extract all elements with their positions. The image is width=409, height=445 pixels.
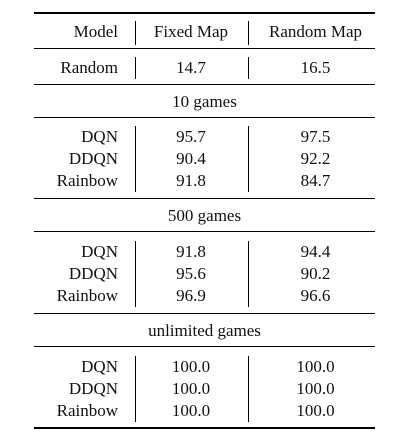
fixed-map-value: 100.0 xyxy=(171,401,211,420)
column-separator-2 xyxy=(248,126,249,192)
header-fixed-map: Fixed Map xyxy=(153,22,229,41)
header-random-map: Random Map xyxy=(268,22,363,41)
header-row: Model Fixed Map Random Map xyxy=(34,21,375,43)
model-name: DQN xyxy=(81,242,118,261)
random-map-value: 84.7 xyxy=(300,171,331,190)
random-map-value: 96.6 xyxy=(300,286,331,305)
section-title: 10 games xyxy=(172,92,237,111)
fixed-map-value: 95.7 xyxy=(176,127,206,146)
baseline-random: 16.5 xyxy=(300,58,331,77)
table-row: Rainbow 91.8 84.7 xyxy=(34,170,375,192)
fixed-map-value: 95.6 xyxy=(176,264,206,283)
fixed-map-value: 91.8 xyxy=(176,171,206,190)
top-rule xyxy=(34,12,375,14)
model-name: DQN xyxy=(81,357,118,376)
table-row: DQN 100.0 100.0 xyxy=(34,356,375,378)
section-rule xyxy=(34,346,375,347)
fixed-map-value: 90.4 xyxy=(176,149,206,168)
random-map-value: 100.0 xyxy=(296,379,335,398)
model-name: Rainbow xyxy=(56,286,118,305)
random-map-value: 90.2 xyxy=(300,264,331,283)
section-title: 500 games xyxy=(167,206,242,225)
table-row: DDQN 100.0 100.0 xyxy=(34,378,375,400)
table-row: Rainbow 100.0 100.0 xyxy=(34,400,375,422)
column-separator-2 xyxy=(248,356,249,422)
model-name: Rainbow xyxy=(56,171,118,190)
fixed-map-value: 96.9 xyxy=(176,286,206,305)
baseline-row: Random 14.7 16.5 xyxy=(34,57,375,79)
random-map-value: 92.2 xyxy=(300,149,331,168)
rule-before-section-1 xyxy=(34,84,375,85)
table-row: DQN 91.8 94.4 xyxy=(34,241,375,263)
baseline-fixed: 14.7 xyxy=(176,58,206,77)
header-separator-1 xyxy=(135,21,136,45)
baseline-model: Random xyxy=(60,58,118,77)
header-model: Model xyxy=(73,22,118,41)
column-separator-1 xyxy=(135,241,136,307)
baseline-separator-1 xyxy=(135,57,136,79)
random-map-value: 94.4 xyxy=(300,242,331,261)
column-separator-1 xyxy=(135,126,136,192)
fixed-map-value: 100.0 xyxy=(171,357,211,376)
column-separator-1 xyxy=(135,356,136,422)
random-map-value: 100.0 xyxy=(296,401,335,420)
section-rule xyxy=(34,117,375,118)
model-name: DQN xyxy=(81,127,118,146)
fixed-map-value: 100.0 xyxy=(171,379,211,398)
section-rule xyxy=(34,231,375,232)
model-name: DDQN xyxy=(68,379,118,398)
header-rule xyxy=(34,48,375,49)
column-separator-2 xyxy=(248,241,249,307)
rule-before-section-3 xyxy=(34,313,375,314)
table-row: Rainbow 96.9 96.6 xyxy=(34,285,375,307)
table-row: DQN 95.7 97.5 xyxy=(34,126,375,148)
random-map-value: 100.0 xyxy=(296,357,335,376)
model-name: DDQN xyxy=(68,149,118,168)
bottom-rule xyxy=(34,427,375,429)
random-map-value: 97.5 xyxy=(300,127,331,146)
fixed-map-value: 91.8 xyxy=(176,242,206,261)
section-title: unlimited games xyxy=(148,321,261,340)
rule-before-section-2 xyxy=(34,198,375,199)
baseline-separator-2 xyxy=(248,57,249,79)
model-name: DDQN xyxy=(68,264,118,283)
table-row: DDQN 90.4 92.2 xyxy=(34,148,375,170)
model-name: Rainbow xyxy=(56,401,118,420)
table-row: DDQN 95.6 90.2 xyxy=(34,263,375,285)
header-separator-2 xyxy=(248,21,249,45)
